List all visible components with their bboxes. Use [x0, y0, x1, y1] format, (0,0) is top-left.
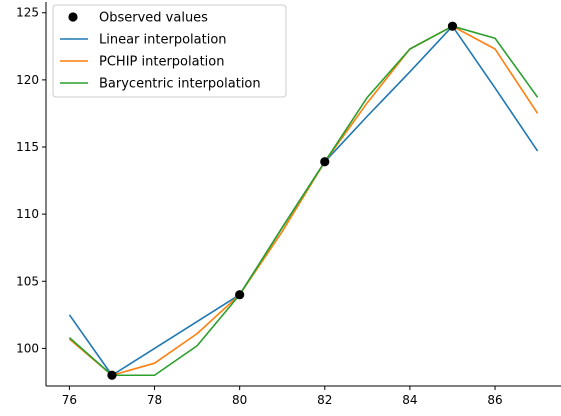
legend-label: PCHIP interpolation — [99, 55, 224, 70]
observed-point — [447, 21, 458, 31]
legend-box — [52, 4, 287, 98]
y-tick-label: 125 — [16, 6, 39, 20]
observed-point — [107, 370, 117, 380]
series-line-pchip-interpolation — [68, 25, 539, 377]
x-tick-label: 78 — [147, 393, 162, 407]
y-tick-label: 100 — [16, 341, 39, 355]
legend-label: Observed values — [99, 11, 208, 26]
x-tick-label: 86 — [487, 393, 502, 407]
x-tick-label: 82 — [317, 393, 332, 407]
legend-label: Barycentric interpolation — [99, 77, 261, 92]
legend-marker — [68, 12, 78, 22]
observed-points — [107, 21, 458, 380]
x-tick-label: 80 — [232, 393, 247, 407]
y-tick-label: 105 — [16, 274, 39, 288]
y-tick-label: 110 — [16, 207, 39, 221]
series-lines — [68, 25, 539, 377]
legend: Observed values Linear interpolation PCHIP… — [52, 4, 287, 98]
axes: 76 78 80 82 84 86 100 105 110 115 120 125 — [16, 2, 561, 407]
y-tick-label: 115 — [16, 140, 39, 154]
legend-label: Linear interpolation — [99, 33, 227, 48]
observed-point — [235, 290, 245, 300]
x-tick-label: 76 — [62, 393, 77, 407]
series-line-barycentric-interpolation — [68, 25, 539, 377]
observed-point — [320, 157, 330, 167]
y-tick-label: 120 — [16, 73, 39, 87]
x-tick-label: 84 — [402, 393, 417, 407]
